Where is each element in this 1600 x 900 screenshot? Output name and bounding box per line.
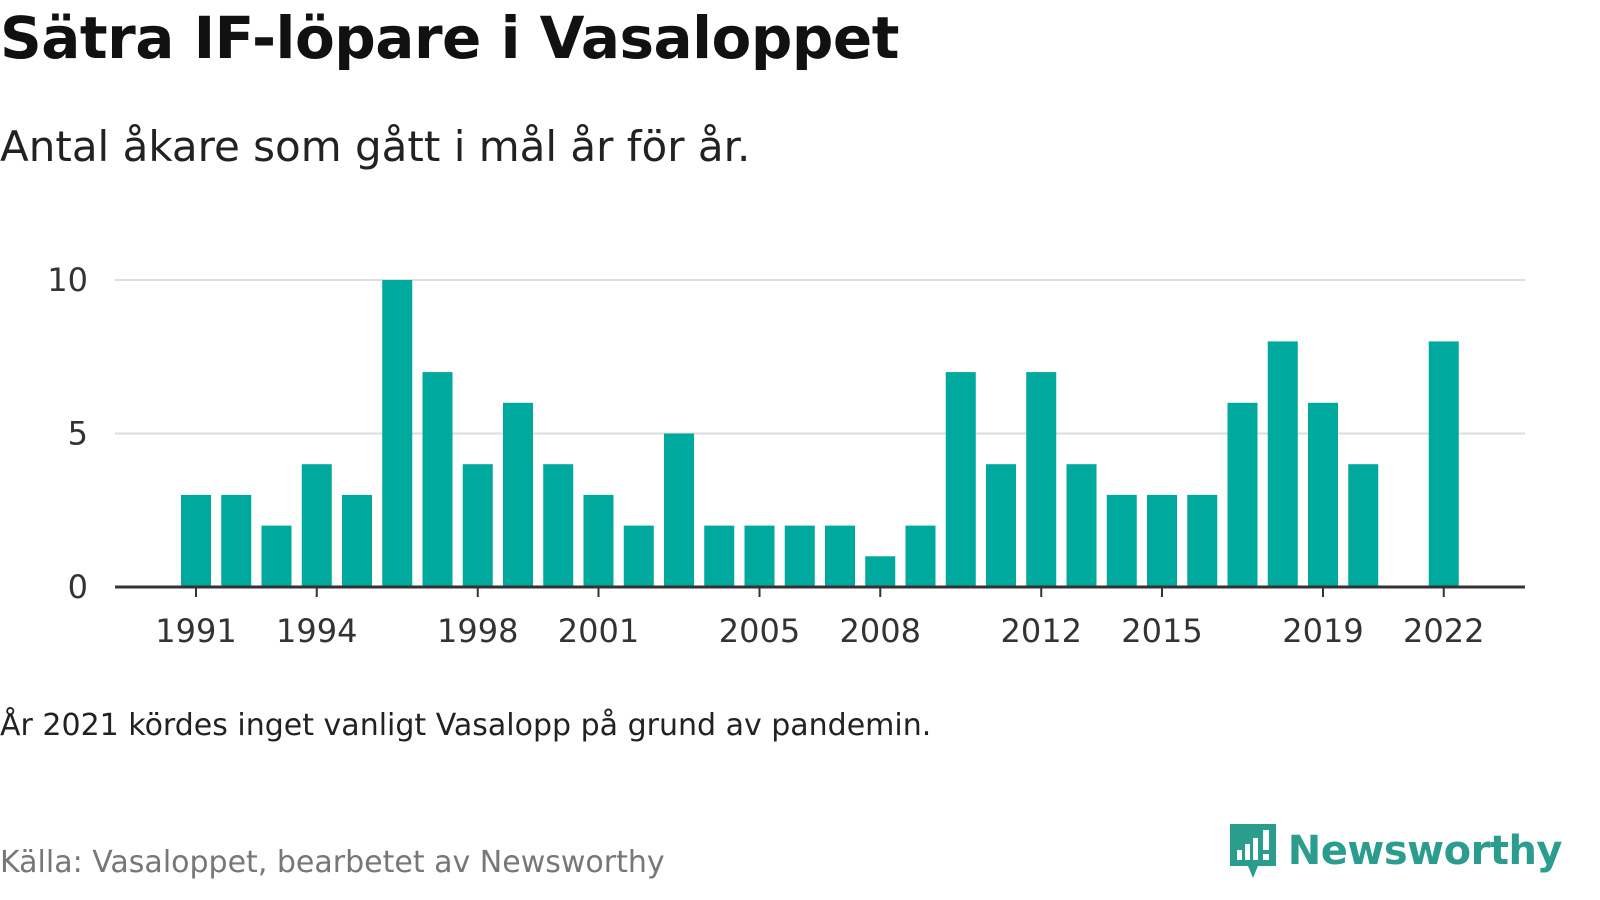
bar-2011 bbox=[986, 464, 1016, 587]
bar-1995 bbox=[342, 494, 372, 587]
x-tick-label: 2005 bbox=[719, 612, 800, 650]
bar-2005 bbox=[744, 525, 775, 587]
x-tick-label: 2001 bbox=[558, 612, 639, 650]
bar-2017 bbox=[1227, 402, 1258, 587]
x-tick-label: 2008 bbox=[840, 612, 921, 650]
x-tick-label: 1991 bbox=[155, 612, 236, 650]
x-tick-label: 2015 bbox=[1121, 612, 1202, 650]
bar-2010 bbox=[945, 372, 976, 587]
bar-2019 bbox=[1308, 402, 1338, 587]
source-text: Källa: Vasaloppet, bearbetet av Newswort… bbox=[0, 845, 665, 880]
y-axis-ticks: 0 5 10 bbox=[47, 261, 88, 606]
bars bbox=[181, 280, 1459, 587]
bar-1994 bbox=[301, 464, 332, 587]
chart-subtitle: Antal åkare som gått i mål år för år. bbox=[0, 122, 751, 171]
bar-2020 bbox=[1348, 464, 1379, 587]
bar-1991 bbox=[181, 494, 211, 587]
bar-1999 bbox=[503, 402, 533, 587]
x-axis-ticks: 1991 1994 1998 2001 2005 2008 2012 2015 2019 2022 bbox=[115, 585, 1525, 650]
bar-1997 bbox=[422, 372, 453, 587]
bar-2016 bbox=[1187, 494, 1218, 587]
bar-2018 bbox=[1267, 341, 1298, 587]
bar-2004 bbox=[704, 525, 735, 587]
y-tick-label: 5 bbox=[68, 415, 88, 453]
bar-1998 bbox=[462, 464, 493, 587]
bar-2007 bbox=[825, 525, 855, 587]
bar-2001 bbox=[583, 494, 614, 587]
x-tick-label: 2012 bbox=[1001, 612, 1082, 650]
chart-note: År 2021 kördes inget vanligt Vasalopp på… bbox=[0, 708, 932, 743]
brand-logo[interactable]: Newsworthy bbox=[1228, 822, 1563, 880]
bar-2002 bbox=[623, 525, 654, 587]
bar-1996 bbox=[382, 280, 413, 587]
bar-1993 bbox=[261, 525, 292, 587]
brand-name: Newsworthy bbox=[1287, 828, 1563, 874]
newsworthy-logo-icon bbox=[1229, 824, 1276, 878]
bar-2000 bbox=[543, 464, 574, 587]
bar-2009 bbox=[905, 525, 936, 587]
bar-2013 bbox=[1066, 464, 1097, 587]
bar-chart: 0 5 10 1991 1994 1998 2001 2005 2008 2012 2015 201… bbox=[47, 261, 1525, 650]
x-tick-label: 2019 bbox=[1282, 612, 1363, 650]
x-tick-label: 2022 bbox=[1403, 612, 1484, 650]
x-tick-label: 1998 bbox=[437, 612, 518, 650]
y-tick-label: 10 bbox=[47, 261, 88, 299]
chart-title: Sätra IF-löpare i Vasaloppet bbox=[0, 4, 900, 72]
bar-2015 bbox=[1147, 494, 1177, 587]
bar-1992 bbox=[221, 494, 252, 587]
y-tick-label: 0 bbox=[68, 568, 88, 606]
bar-2014 bbox=[1106, 494, 1137, 587]
bar-2008 bbox=[865, 556, 896, 587]
bar-2022 bbox=[1428, 341, 1459, 587]
bar-2012 bbox=[1026, 372, 1057, 587]
bar-2003 bbox=[664, 433, 694, 587]
bar-2006 bbox=[784, 525, 815, 587]
x-tick-label: 1994 bbox=[276, 612, 357, 650]
